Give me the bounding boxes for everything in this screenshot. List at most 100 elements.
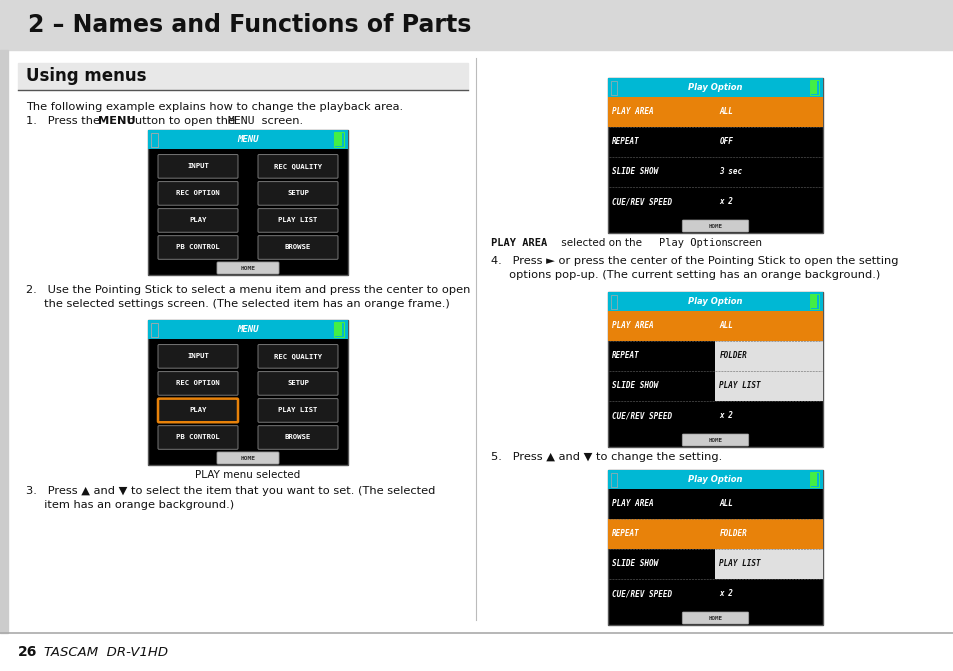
FancyBboxPatch shape: [257, 182, 337, 205]
Text: INPUT: INPUT: [187, 163, 209, 169]
Text: The following example explains how to change the playback area.: The following example explains how to ch…: [26, 102, 403, 112]
Text: PB CONTROL: PB CONTROL: [176, 244, 219, 250]
Text: 5.   Press ▲ and ▼ to change the setting.: 5. Press ▲ and ▼ to change the setting.: [491, 452, 721, 462]
Text: CUE/REV SPEED: CUE/REV SPEED: [612, 589, 672, 599]
Bar: [607, 97, 822, 127]
Bar: [18, 63, 468, 89]
Bar: [607, 292, 822, 447]
Text: Play Option: Play Option: [687, 83, 742, 92]
Bar: [148, 320, 348, 465]
Bar: [810, 295, 816, 308]
Bar: [809, 79, 818, 95]
Text: 4.   Press ► or press the center of the Pointing Stick to open the setting: 4. Press ► or press the center of the Po…: [491, 256, 898, 266]
Text: 2.   Use the Pointing Stick to select a menu item and press the center to open: 2. Use the Pointing Stick to select a me…: [26, 285, 470, 295]
FancyBboxPatch shape: [257, 344, 337, 368]
Text: INPUT: INPUT: [187, 354, 209, 360]
Text: HOME: HOME: [708, 223, 721, 229]
Text: HOME: HOME: [240, 266, 255, 270]
Text: FOLDER: FOLDER: [719, 529, 746, 538]
Text: item has an orange background.): item has an orange background.): [26, 500, 233, 510]
Text: 26: 26: [18, 645, 37, 659]
Bar: [148, 130, 348, 149]
Text: PB CONTROL: PB CONTROL: [176, 435, 219, 440]
Text: PLAY AREA: PLAY AREA: [491, 238, 547, 248]
Bar: [607, 78, 822, 97]
Text: PLAY menu selected: PLAY menu selected: [195, 470, 300, 480]
Text: 1.   Press the: 1. Press the: [26, 116, 104, 126]
FancyBboxPatch shape: [681, 220, 748, 232]
Text: SLIDE SHOW: SLIDE SHOW: [612, 167, 658, 176]
Text: 3.   Press ▲ and ▼ to select the item that you want to set. (The selected: 3. Press ▲ and ▼ to select the item that…: [26, 486, 435, 496]
Text: SETUP: SETUP: [287, 191, 309, 197]
Text: FOLDER: FOLDER: [719, 351, 746, 360]
Bar: [607, 311, 822, 341]
FancyBboxPatch shape: [158, 236, 237, 259]
Bar: [607, 292, 822, 311]
Text: ALL: ALL: [719, 321, 733, 330]
Bar: [607, 470, 822, 488]
Text: HOME: HOME: [708, 615, 721, 621]
Text: REC QUALITY: REC QUALITY: [274, 354, 322, 360]
FancyBboxPatch shape: [257, 209, 337, 232]
Text: REPEAT: REPEAT: [612, 529, 639, 538]
Text: CUE/REV SPEED: CUE/REV SPEED: [612, 197, 672, 207]
Text: REPEAT: REPEAT: [612, 351, 639, 360]
Text: OFF: OFF: [719, 138, 733, 146]
Text: ALL: ALL: [719, 499, 733, 508]
Text: options pop-up. (The current setting has an orange background.): options pop-up. (The current setting has…: [491, 270, 880, 280]
Text: selected on the: selected on the: [558, 238, 644, 248]
FancyBboxPatch shape: [158, 372, 237, 395]
Text: 3 sec: 3 sec: [719, 167, 741, 176]
Text: MENU: MENU: [237, 325, 258, 334]
Text: Using menus: Using menus: [26, 67, 147, 85]
Text: Play Option: Play Option: [687, 475, 742, 484]
Text: screen.: screen.: [257, 116, 303, 126]
Text: PLAY AREA: PLAY AREA: [612, 321, 653, 330]
FancyBboxPatch shape: [257, 425, 337, 450]
Text: x 2: x 2: [719, 411, 733, 421]
Text: MENU: MENU: [237, 135, 258, 144]
Bar: [810, 472, 816, 486]
Text: 2 – Names and Functions of Parts: 2 – Names and Functions of Parts: [28, 13, 471, 37]
FancyBboxPatch shape: [216, 262, 278, 274]
Text: HOME: HOME: [240, 456, 255, 460]
Text: PLAY LIST: PLAY LIST: [719, 560, 760, 568]
Text: SETUP: SETUP: [287, 380, 309, 386]
Text: PLAY LIST: PLAY LIST: [278, 217, 317, 223]
Text: TASCAM  DR-V1HD: TASCAM DR-V1HD: [44, 646, 168, 658]
Bar: [809, 293, 818, 309]
Text: PLAY LIST: PLAY LIST: [278, 407, 317, 413]
Text: PLAY: PLAY: [189, 407, 207, 413]
Bar: [151, 133, 158, 147]
Bar: [715, 341, 822, 371]
FancyBboxPatch shape: [158, 344, 237, 368]
Bar: [607, 470, 822, 625]
Bar: [810, 81, 816, 94]
Bar: [607, 78, 822, 233]
FancyBboxPatch shape: [216, 452, 278, 464]
FancyBboxPatch shape: [257, 372, 337, 395]
Bar: [610, 81, 617, 95]
FancyBboxPatch shape: [158, 399, 237, 422]
Text: BROWSE: BROWSE: [285, 435, 311, 440]
Bar: [610, 472, 617, 487]
Bar: [715, 371, 822, 401]
FancyBboxPatch shape: [158, 182, 237, 205]
Text: REC QUALITY: REC QUALITY: [274, 163, 322, 169]
Text: CUE/REV SPEED: CUE/REV SPEED: [612, 411, 672, 421]
Bar: [148, 130, 348, 275]
Text: Play Option: Play Option: [659, 238, 727, 248]
Text: BROWSE: BROWSE: [285, 244, 311, 250]
Bar: [0, 50, 8, 633]
FancyBboxPatch shape: [158, 209, 237, 232]
Bar: [335, 323, 341, 336]
Bar: [334, 132, 344, 147]
Bar: [809, 472, 818, 487]
Bar: [148, 320, 348, 339]
FancyBboxPatch shape: [681, 612, 748, 624]
Bar: [715, 549, 822, 579]
Text: screen: screen: [723, 238, 761, 248]
FancyBboxPatch shape: [681, 434, 748, 446]
Text: REC OPTION: REC OPTION: [176, 380, 219, 386]
Text: MENU: MENU: [228, 116, 255, 126]
